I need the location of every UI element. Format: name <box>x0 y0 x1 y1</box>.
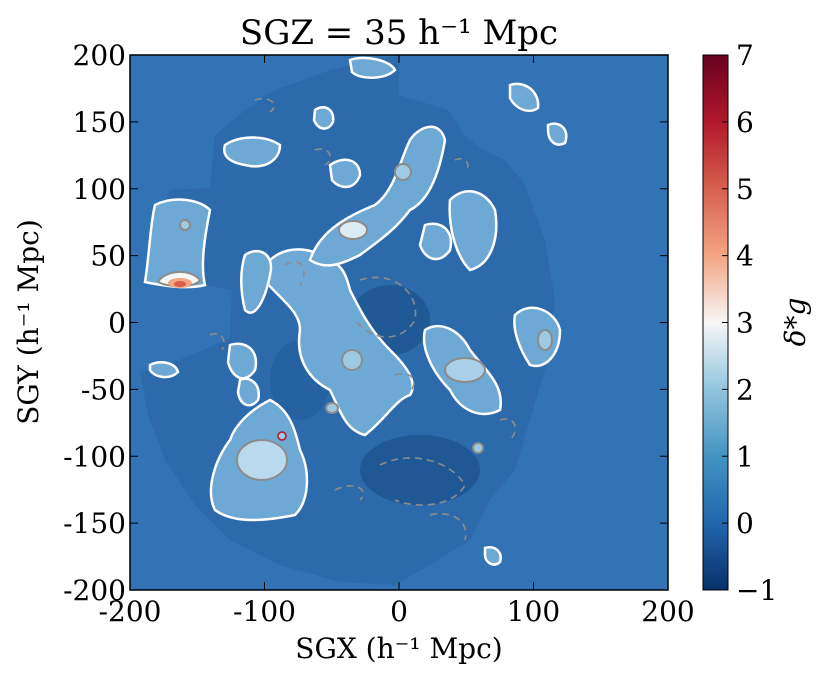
x-tick-label: -100 <box>233 595 296 628</box>
colorbar-tick-label: 5 <box>736 173 754 206</box>
y-axis-label: SGY (h⁻¹ Mpc) <box>12 219 45 425</box>
colorbar-tick-label: −1 <box>736 574 777 607</box>
x-tick-label: -200 <box>99 595 162 628</box>
colorbar-axis: 7 6 5 4 3 2 1 0 −1 <box>722 39 777 607</box>
x-tick-label: 0 <box>390 595 408 628</box>
colorbar-tick-label: 0 <box>736 507 754 540</box>
x-tick-label: 200 <box>641 595 694 628</box>
y-tick-label: -50 <box>81 373 126 406</box>
y-tick-label: 50 <box>90 240 126 273</box>
x-axis-label: SGX (h⁻¹ Mpc) <box>295 632 502 665</box>
underdense-contours <box>209 97 516 541</box>
y-tick-label: -200 <box>63 574 126 607</box>
colorbar-tick-label: 3 <box>736 307 754 340</box>
void-region <box>360 435 480 505</box>
y-axis: 200 150 100 50 0 -50 -100 -150 -200 <box>63 39 668 607</box>
dense-cores <box>156 163 553 481</box>
colorbar-tick-label: 2 <box>736 373 754 406</box>
colorbar-tick-label: 1 <box>736 440 754 473</box>
overdense-filaments <box>143 56 568 566</box>
colorbar-tick-label: 7 <box>736 39 754 72</box>
colorbar-tick-label: 6 <box>736 106 754 139</box>
colorbar-tick-label: 4 <box>736 240 754 273</box>
x-tick-label: 100 <box>507 595 560 628</box>
y-tick-label: 100 <box>73 173 126 206</box>
y-tick-label: 200 <box>73 39 126 72</box>
y-tick-label: -100 <box>63 440 126 473</box>
chart-title: SGZ = 35 h⁻¹ Mpc <box>240 13 558 53</box>
colorbar-label: δ*g <box>779 298 812 347</box>
y-tick-label: 0 <box>108 307 126 340</box>
x-axis: -200 -100 0 100 200 <box>99 55 695 628</box>
y-tick-label: -150 <box>63 507 126 540</box>
y-tick-label: 150 <box>73 106 126 139</box>
